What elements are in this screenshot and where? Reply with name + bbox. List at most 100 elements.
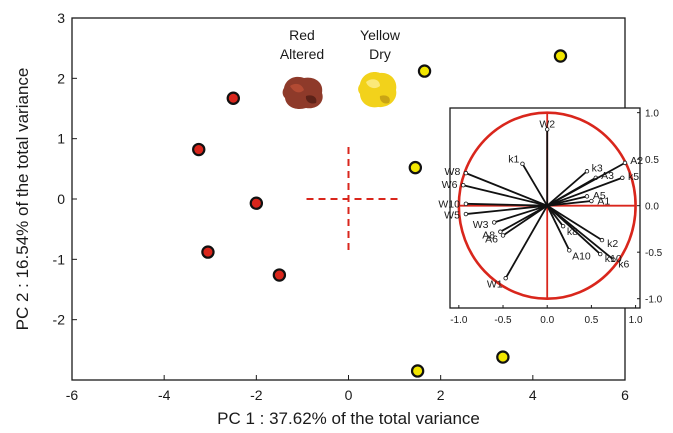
y-tick-label: 3 <box>57 10 65 26</box>
variable-k6-label: k6 <box>618 258 629 270</box>
variable-k5-vector <box>546 176 623 207</box>
red-altered-label-line: Altered <box>280 46 324 62</box>
variable-w6-vector <box>463 184 548 207</box>
variable-w10-vector <box>465 202 548 207</box>
variable-a1-label: A1 <box>597 195 610 207</box>
yellow-dry-point <box>408 160 423 175</box>
yellow-dry-label-line: Dry <box>369 46 391 62</box>
yellow-dry-point <box>417 64 432 78</box>
inset-x-tick-label: 1.0 <box>629 315 643 326</box>
variable-w6-point <box>461 183 466 188</box>
variable-w10-label: W10 <box>438 199 460 211</box>
x-axis-title: PC 1 : 37.62% of the total variance <box>217 409 480 428</box>
variable-w3-vector <box>493 204 548 224</box>
yellow-dry-label-line: Yellow <box>360 27 401 43</box>
red-altered-point <box>272 268 287 282</box>
variable-k10-vector <box>546 205 601 255</box>
variable-k10-label: k10 <box>605 253 622 265</box>
inset-x-tick-label: 0.0 <box>540 315 554 326</box>
variable-w3-label: W3 <box>473 219 489 231</box>
variable-a6-point <box>500 233 506 238</box>
red-altered-point <box>192 142 206 157</box>
variable-w3-point <box>491 220 497 225</box>
variable-a2-point <box>622 160 628 166</box>
variable-k2-label: k2 <box>607 238 618 250</box>
inset-x-tick-label: 0.5 <box>584 315 598 326</box>
red-altered-point <box>249 196 264 210</box>
x-tick-label: 0 <box>345 387 353 403</box>
variable-a8-label: A8 <box>482 230 495 242</box>
x-tick-label: -4 <box>158 387 171 403</box>
variable-k10-point <box>598 251 603 257</box>
variable-k6-point <box>611 257 616 262</box>
variable-k5-point <box>620 175 625 180</box>
variable-w8-point <box>463 170 469 176</box>
variable-k1-vector <box>521 163 548 207</box>
x-tick-label: 4 <box>529 387 537 403</box>
variable-a6-label: A6 <box>485 234 498 246</box>
main-score-plot: -6 -4 -2 0 2 4 6 3 2 1 0 -1 -2 PC 1 : 37.62% of the t… <box>13 10 629 428</box>
variable-w2-label: W2 <box>539 118 555 130</box>
y-axis-title: PC 2 : 16.54% of the total variance <box>13 68 32 331</box>
x-tick-label: 2 <box>437 387 445 403</box>
variable-a10-vector <box>546 205 571 251</box>
yellow-dry-point <box>553 49 568 63</box>
variable-w1-vector <box>504 205 548 279</box>
variable-w1-label: W1 <box>487 278 503 290</box>
x-tick-label: 6 <box>621 387 629 403</box>
red-sample-highlight <box>290 83 304 93</box>
variable-a6-vector <box>502 204 548 237</box>
variable-k3-label: k3 <box>592 162 603 174</box>
inset-y-tick-label: -1.0 <box>645 295 663 306</box>
variable-k2-point <box>599 237 605 243</box>
red-altered-point <box>201 245 215 259</box>
variable-w6-label: W6 <box>442 179 458 191</box>
variable-a3-label: A3 <box>601 170 614 182</box>
variable-a2-label: A2 <box>630 155 643 167</box>
variable-k3-vector <box>546 170 588 207</box>
variable-a1-point <box>589 198 594 204</box>
red-altered-point <box>226 91 240 105</box>
variable-w5-point <box>463 211 469 217</box>
inset-y-tick-label: -0.5 <box>645 248 663 259</box>
x-tick-label: -6 <box>66 387 79 403</box>
variable-a2-vector <box>546 162 626 207</box>
yellow-dry-point <box>410 364 425 378</box>
variable-w8-label: W8 <box>445 166 461 178</box>
inset-loading-plot: -1.0 -0.5 0.0 0.5 1.0 1.0 0.5 0.0 -0.5 -1.0 W2 k1 k3… <box>438 107 663 326</box>
x-tick-label: -2 <box>250 387 263 403</box>
yellow-dry-sample-image <box>358 72 397 108</box>
variable-w10-point <box>463 201 469 207</box>
y-tick-label: -2 <box>53 312 66 328</box>
y-tick-label: 1 <box>57 131 65 147</box>
variable-k8-label: k8 <box>567 226 578 238</box>
variable-w1-point <box>503 276 508 281</box>
red-sample-shadow <box>305 95 317 104</box>
variable-k8-point <box>560 223 566 229</box>
inset-x-tick-label: -1.0 <box>450 315 468 326</box>
variable-k2-vector <box>546 204 603 241</box>
red-sample-body <box>282 76 323 109</box>
y-tick-label: 2 <box>57 70 65 86</box>
variable-w5-vector <box>465 204 548 215</box>
variable-a10-label: A10 <box>572 251 591 263</box>
variable-a5-label: A5 <box>593 190 606 202</box>
inset-y-tick-label: 1.0 <box>645 109 659 120</box>
variable-k1-label: k1 <box>508 154 519 166</box>
variable-k5-label: k5 <box>628 171 639 183</box>
variable-a8-point <box>498 229 503 234</box>
variable-w2-point <box>545 127 550 132</box>
red-altered-sample-image <box>282 76 323 109</box>
y-tick-label: -1 <box>53 251 66 267</box>
inset-x-tick-label: -0.5 <box>494 315 512 326</box>
red-altered-label-line: Red <box>289 27 315 43</box>
yellow-sample-highlight <box>366 79 380 89</box>
yellow-sample-body <box>358 72 397 108</box>
variable-k1-point <box>520 161 525 167</box>
variable-k3-point <box>584 169 590 174</box>
variable-a5-point <box>584 194 590 199</box>
sample-photos: Red Altered Yellow Dry <box>280 27 401 109</box>
variable-a1-vector <box>547 200 592 207</box>
variable-w8-vector <box>465 172 548 207</box>
